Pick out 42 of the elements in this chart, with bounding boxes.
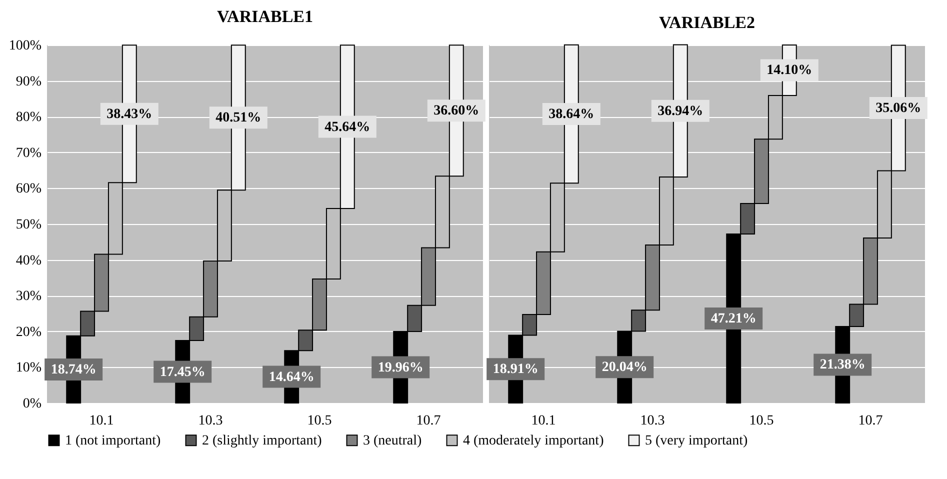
x-tick-label: 10.3 — [198, 414, 223, 428]
y-tick-label: 0% — [22, 396, 42, 412]
x-tick-label: 10.1 — [531, 414, 556, 428]
data-label: 35.06% — [876, 100, 922, 116]
data-label: 14.10% — [766, 63, 812, 78]
data-label: 20.04% — [602, 360, 648, 376]
data-label: 17.45% — [160, 364, 206, 380]
y-tick-label: 50% — [16, 218, 42, 232]
legend-label: 4 (moderately important) — [463, 433, 604, 448]
legend-label: 3 (neutral) — [363, 433, 422, 448]
data-label: 14.64% — [268, 370, 314, 385]
chart-title: VARIABLE1 — [216, 7, 314, 26]
x-tick-label: 10.5 — [307, 414, 332, 428]
y-tick-label: 100% — [8, 38, 42, 54]
chart-title: VARIABLE2 — [658, 13, 756, 32]
data-label: 40.51% — [216, 110, 262, 126]
y-tick-label: 80% — [16, 110, 42, 126]
x-tick-label: 10.3 — [640, 414, 665, 428]
x-tick-label: 10.7 — [858, 414, 883, 428]
y-tick-label: 90% — [16, 74, 42, 90]
y-tick-label: 10% — [16, 360, 42, 376]
legend-label: 1 (not important) — [65, 433, 161, 448]
data-label: 36.94% — [658, 104, 704, 119]
data-label: 18.74% — [50, 362, 96, 378]
data-label: 36.60% — [434, 104, 480, 119]
x-tick-label: 10.5 — [749, 414, 774, 428]
data-label: 19.96% — [378, 360, 424, 376]
x-tick-label: 10.7 — [416, 414, 441, 428]
y-tick-label: 20% — [16, 324, 42, 340]
data-label: 21.38% — [820, 358, 866, 373]
y-tick-label: 30% — [16, 289, 42, 304]
data-label: 47.21% — [710, 311, 756, 326]
data-label: 45.64% — [324, 120, 370, 135]
data-label: 18.91% — [492, 362, 538, 378]
y-tick-label: 40% — [16, 253, 42, 268]
data-label: 38.43% — [106, 106, 152, 122]
legend-label: 2 (slightly important) — [202, 433, 322, 448]
x-tick-label: 10.1 — [89, 414, 114, 428]
y-tick-label: 70% — [16, 146, 42, 161]
y-tick-label: 60% — [16, 182, 42, 197]
legend-label: 5 (very important) — [645, 433, 748, 448]
data-label: 38.64% — [548, 106, 594, 122]
